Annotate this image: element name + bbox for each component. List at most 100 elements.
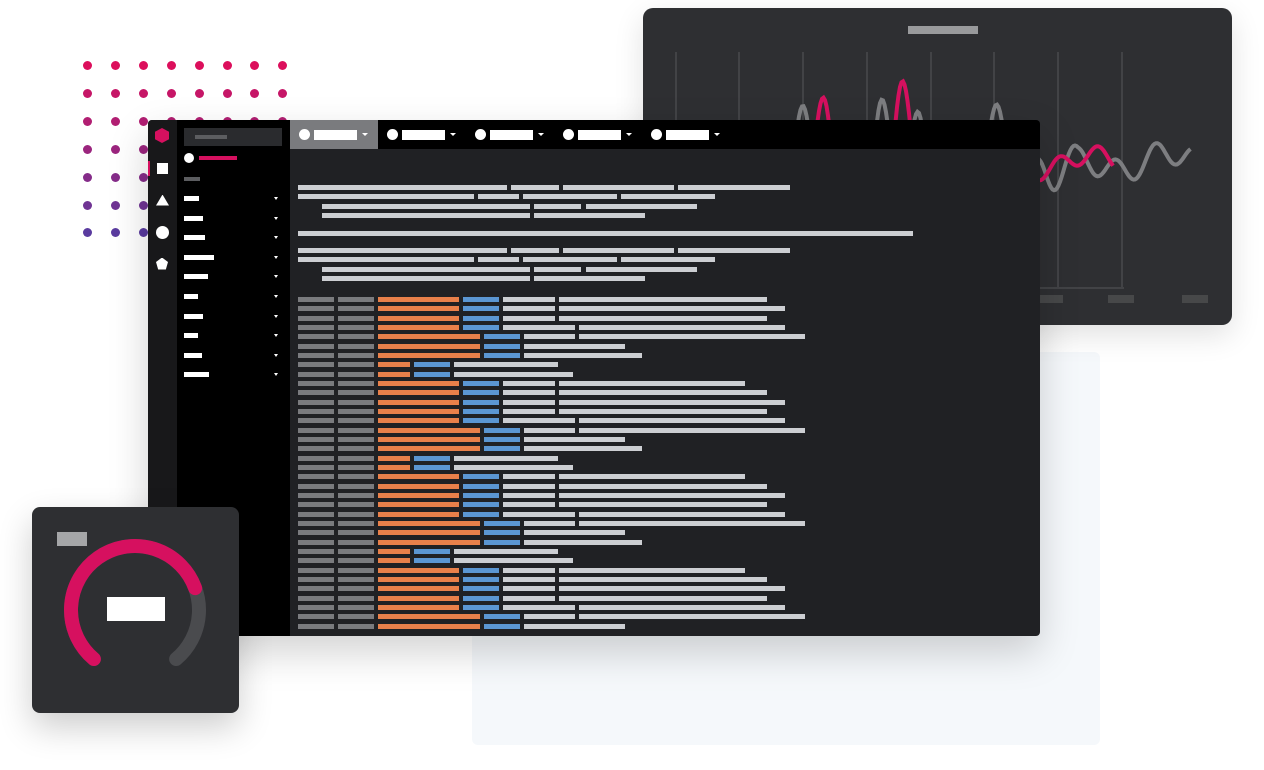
- tab[interactable]: [378, 120, 466, 149]
- text-line: [298, 231, 913, 236]
- log-source: [338, 567, 374, 573]
- decorative-dot: [222, 88, 232, 98]
- log-field-blue: [463, 586, 499, 592]
- tab-icon: [387, 129, 398, 140]
- log-source: [338, 492, 374, 498]
- log-message: [503, 315, 555, 321]
- log-field-blue: [463, 399, 499, 405]
- chevron-down-icon: [274, 236, 278, 240]
- decorative-dot: [83, 200, 92, 210]
- log-field-blue: [484, 343, 520, 349]
- log-message: [579, 614, 805, 620]
- log-field-blue: [484, 427, 520, 433]
- text-line: [534, 212, 645, 218]
- log-message: [503, 418, 575, 424]
- sidebar-item[interactable]: [177, 349, 290, 361]
- sidebar-item[interactable]: [177, 290, 290, 302]
- sidebar-item[interactable]: [177, 368, 290, 380]
- log-message: [524, 530, 625, 536]
- log-message: [503, 595, 555, 601]
- x-tick-label-placeholder: [1182, 295, 1208, 303]
- decorative-dot: [138, 144, 148, 154]
- tab-label: [666, 130, 709, 140]
- log-content: [290, 149, 1040, 636]
- log-field-blue: [484, 446, 520, 452]
- text-line: [298, 248, 507, 253]
- tab-icon: [563, 129, 574, 140]
- hexagon-logo-icon[interactable]: [155, 128, 169, 143]
- log-field-orange: [378, 306, 459, 312]
- log-timestamp: [298, 539, 334, 545]
- log-message: [503, 324, 575, 330]
- tab-label: [314, 130, 357, 140]
- sidebar-item-label: [184, 313, 203, 319]
- square-icon[interactable]: [157, 163, 168, 174]
- log-source: [338, 474, 374, 480]
- log-source: [338, 371, 374, 377]
- log-message: [524, 343, 625, 349]
- log-message: [503, 474, 555, 480]
- sidebar-item[interactable]: [177, 329, 290, 341]
- user-avatar-icon[interactable]: [184, 153, 194, 163]
- log-message: [559, 399, 785, 405]
- tab-icon: [651, 129, 662, 140]
- log-message: [524, 539, 642, 545]
- log-message: [579, 418, 785, 424]
- sidebar-item[interactable]: [177, 251, 290, 263]
- log-source: [338, 334, 374, 340]
- log-timestamp: [298, 418, 334, 424]
- log-field-blue: [463, 297, 499, 302]
- text-line: [523, 194, 617, 200]
- sidebar-item-label: [184, 196, 199, 201]
- log-source: [338, 362, 374, 368]
- gauge-title-placeholder: [57, 532, 87, 546]
- log-source: [338, 614, 374, 620]
- pentagon-icon[interactable]: [156, 257, 168, 270]
- log-field-orange: [378, 399, 459, 405]
- decorative-dot: [194, 61, 204, 70]
- triangle-icon[interactable]: [156, 194, 169, 206]
- circle-icon[interactable]: [156, 226, 169, 239]
- tab[interactable]: [290, 120, 378, 149]
- decorative-dot: [83, 228, 92, 238]
- log-message: [503, 399, 555, 405]
- chevron-down-icon: [274, 255, 278, 259]
- log-field-orange: [378, 408, 459, 414]
- log-message: [503, 567, 555, 573]
- sidebar-item[interactable]: [177, 231, 290, 243]
- active-user-label[interactable]: [199, 156, 237, 160]
- sidebar-item[interactable]: [177, 212, 290, 224]
- decorative-dot: [83, 172, 92, 182]
- text-line: [478, 194, 519, 200]
- gauge-card: [32, 507, 239, 713]
- sidebar-item[interactable]: [177, 310, 290, 322]
- log-source: [338, 502, 374, 508]
- log-timestamp: [298, 558, 334, 564]
- log-message: [559, 502, 767, 508]
- log-field-orange: [378, 492, 459, 498]
- log-field-orange: [378, 586, 459, 592]
- tab[interactable]: [466, 120, 554, 149]
- log-source: [338, 558, 374, 564]
- tab[interactable]: [554, 120, 642, 149]
- sidebar-item[interactable]: [177, 270, 290, 282]
- decorative-dot: [166, 61, 176, 70]
- sidebar-item-label: [184, 352, 202, 358]
- log-message: [454, 464, 573, 470]
- log-timestamp: [298, 408, 334, 414]
- log-message: [503, 390, 555, 396]
- chevron-down-icon: [274, 314, 278, 318]
- tab[interactable]: [642, 120, 730, 149]
- log-source: [338, 539, 374, 545]
- text-line: [534, 275, 645, 281]
- decorative-dot: [83, 144, 92, 154]
- decorative-dot: [83, 116, 92, 126]
- sidebar-item[interactable]: [177, 192, 290, 204]
- log-message: [454, 455, 558, 461]
- sidebar-search-input[interactable]: [184, 128, 282, 146]
- log-field-blue: [414, 558, 450, 564]
- log-message: [559, 380, 745, 386]
- log-field-blue: [463, 474, 499, 480]
- sidebar-item-label: [184, 372, 209, 378]
- log-source: [338, 548, 374, 554]
